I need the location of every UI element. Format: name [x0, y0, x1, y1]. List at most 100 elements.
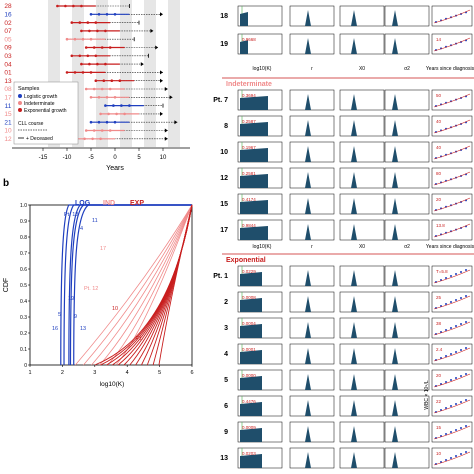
- mini-histogram-frame: [339, 5, 385, 27]
- x-tick-label: 2: [61, 370, 64, 376]
- cdf-curve-logistic: [63, 204, 192, 366]
- wbc-point: [460, 375, 462, 377]
- patient-label: 08: [4, 86, 12, 93]
- patient-label: 09: [4, 45, 12, 52]
- wbc-note: 25: [436, 295, 442, 300]
- posterior-prob: 0.9844: [242, 223, 256, 228]
- section-title: Exponential: [226, 257, 266, 264]
- posterior-hist: [351, 172, 357, 188]
- sample-dot: [89, 71, 93, 74]
- mini-histogram-frame: [237, 5, 283, 27]
- sample-dot: [94, 79, 98, 82]
- legend-cll-course: CLL course: [18, 121, 44, 127]
- group-label-ind: IND: [103, 200, 115, 207]
- alive-arrow: [169, 95, 173, 100]
- posterior-hist: [305, 38, 311, 54]
- patient-label: 05: [4, 36, 12, 43]
- sample-dot: [112, 104, 115, 107]
- mini-histogram-frame: [289, 317, 335, 339]
- wbc-fit: [433, 37, 471, 52]
- wbc-note: 38: [436, 321, 442, 326]
- mini-histogram-frame: [384, 219, 430, 241]
- posterior-hist: [392, 374, 398, 390]
- curve-label: 4: [80, 226, 83, 232]
- curve-label: Pt.: [136, 336, 143, 342]
- wbc-fit: [433, 321, 471, 336]
- posterior-hist: [392, 198, 398, 214]
- sample-dot: [105, 120, 109, 124]
- mini-histogram-frame: [339, 141, 385, 163]
- mini-histogram-frame: [289, 115, 335, 137]
- posterior-hist: [392, 348, 398, 364]
- posterior-prob: 0.9668: [242, 37, 256, 42]
- posterior-hist: [305, 146, 311, 162]
- sample-dot: [84, 46, 88, 49]
- x-tick-label: 0: [113, 155, 117, 161]
- panel-b: b 0 0.1 0.2 0.3 0.4 0.5 0.6 0.7 0.8 0.9 1.0 1 2 3 4 5 6…: [3, 178, 194, 388]
- mini-histogram-frame: [384, 447, 430, 469]
- wbc-fit: [433, 93, 471, 108]
- wbc-point: [460, 271, 462, 273]
- row-label: 3: [224, 325, 228, 332]
- sample-dot: [100, 46, 104, 49]
- wbc-plot-frame: [431, 115, 473, 137]
- wbc-plot-frame: [431, 33, 473, 55]
- posterior-hist: [351, 296, 357, 312]
- legend-samples-title: Samples: [18, 86, 40, 92]
- wbc-point: [455, 403, 457, 405]
- wbc-point: [445, 303, 447, 305]
- sample-dot: [99, 137, 102, 141]
- mini-histogram-frame: [237, 33, 283, 55]
- posterior-hist: [392, 94, 398, 110]
- wbc-point: [460, 427, 462, 429]
- y-tick-label: 0: [24, 363, 27, 369]
- posterior-hist: [351, 348, 357, 364]
- sample-dot: [73, 37, 77, 41]
- panel-a-band: [144, 0, 156, 147]
- y-tick-label: 1.0: [20, 203, 27, 209]
- cdf-curve-logistic: [73, 204, 192, 366]
- wbc-note: 10: [436, 451, 442, 456]
- mini-histogram-frame: [289, 265, 335, 287]
- patient-label: 12: [4, 136, 12, 143]
- mini-histogram-frame: [384, 33, 430, 55]
- sample-dot: [108, 46, 112, 49]
- mini-histogram-frame: [384, 395, 430, 417]
- sample-dot: [96, 29, 99, 33]
- row-label: 10: [220, 149, 228, 156]
- x-tick-label: -10: [63, 155, 72, 161]
- mini-histogram-frame: [289, 141, 335, 163]
- posterior-hist: [351, 10, 357, 26]
- posterior-hist: [305, 296, 311, 312]
- y-tick-label: 0.3: [20, 315, 27, 321]
- wbc-point: [465, 295, 467, 297]
- sample-dot: [89, 120, 93, 124]
- curve-label: 19: [68, 296, 74, 302]
- posterior-hist: [305, 374, 311, 390]
- sample-dot: [65, 37, 69, 41]
- legend-exponential-dot: [18, 108, 22, 112]
- posterior-hist: [240, 200, 268, 214]
- wbc-note: 40: [436, 145, 442, 150]
- wbc-point: [445, 329, 447, 331]
- wbc-point: [450, 301, 452, 303]
- wbc-point: [465, 399, 467, 401]
- sample-dot: [102, 79, 106, 82]
- sample-dot: [78, 54, 82, 58]
- wbc-point: [450, 405, 452, 407]
- mini-histogram-frame: [289, 89, 335, 111]
- row-label: Pt. 7: [213, 97, 228, 104]
- panel-a-legend: Samples Logistic growth Indeterminate Ex…: [13, 81, 79, 145]
- mini-histogram-frame: [289, 447, 335, 469]
- posterior-hist: [392, 120, 398, 136]
- patient-label: 11: [5, 103, 12, 110]
- panel-a-band: [96, 0, 108, 147]
- mini-histogram-frame: [289, 33, 335, 55]
- wbc-point: [465, 373, 467, 375]
- sample-dot: [94, 21, 98, 24]
- sample-dot: [73, 71, 77, 74]
- posterior-hist: [305, 198, 311, 214]
- sample-dot: [72, 4, 75, 8]
- wbc-point: [450, 457, 452, 459]
- wbc-note: 50: [436, 93, 442, 98]
